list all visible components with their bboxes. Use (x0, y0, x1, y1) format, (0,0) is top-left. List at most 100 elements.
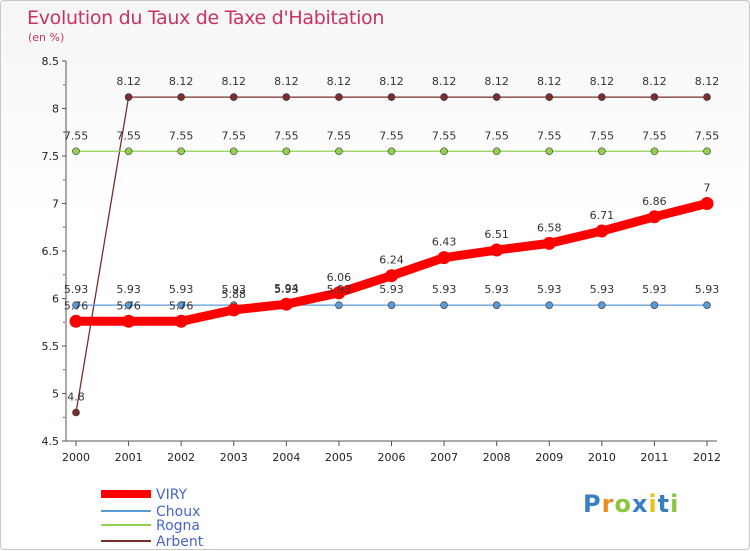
legend-label-viry: VIRY (156, 487, 188, 503)
data-label-rogna: 7.55 (327, 129, 352, 142)
data-point-choux (650, 301, 659, 309)
chart-axes: 4.5 5 5.5 6 6.5 7 7.5 8 8.5 2000 2001 2002 2003 2004 2… (42, 55, 722, 464)
data-label-viry: 7 (704, 182, 711, 195)
data-point-arbent (72, 408, 80, 417)
data-point-viry (700, 197, 714, 210)
x-tick-label: 2011 (640, 451, 668, 464)
legend-item-arbent[interactable]: Arbent (101, 534, 204, 550)
data-point-arbent (177, 93, 185, 101)
data-point-rogna (229, 147, 238, 156)
data-point-viry (279, 297, 293, 311)
legend-item-rogna[interactable]: Rogna (101, 518, 200, 534)
data-label-choux: 5.93 (116, 283, 141, 296)
logo-letter: r (601, 490, 615, 518)
logo-letter: x (631, 490, 649, 518)
data-label-choux: 5.93 (537, 283, 562, 296)
logo-letter: o (614, 490, 632, 518)
y-tick-label: 4.5 (42, 435, 60, 448)
data-point-viry (490, 243, 504, 257)
data-label-arbent: 8.12 (116, 75, 141, 88)
data-label-choux: 5.93 (484, 283, 509, 296)
data-point-viry (174, 314, 188, 328)
data-point-rogna (650, 147, 659, 156)
data-point-choux (177, 301, 185, 309)
y-tick-label: 8 (52, 103, 59, 116)
data-label-choux: 5.93 (590, 283, 615, 296)
chart-title: Evolution du Taux de Taxe d'Habitation (27, 7, 385, 29)
data-point-arbent (545, 93, 554, 101)
data-label-choux: 5.93 (327, 283, 352, 296)
data-point-arbent (335, 93, 343, 101)
data-label-rogna: 7.55 (590, 129, 615, 142)
y-tick-label: 8.5 (42, 55, 60, 68)
data-label-arbent: 8.12 (484, 75, 509, 88)
data-label-viry: 5.88 (222, 288, 247, 301)
data-point-viry (647, 210, 661, 224)
data-label-rogna: 7.55 (169, 129, 194, 142)
data-point-rogna (387, 147, 396, 156)
data-label-arbent: 8.12 (590, 75, 615, 88)
data-label-viry: 6.43 (432, 236, 457, 249)
y-tick-label: 7 (52, 198, 59, 211)
data-label-viry: 6.06 (327, 271, 352, 284)
chart-ylabel: (en %) (28, 31, 65, 44)
data-point-rogna (440, 147, 448, 156)
data-label-rogna: 7.55 (274, 129, 299, 142)
data-label-arbent: 8.12 (274, 75, 299, 88)
legend-item-choux[interactable]: Choux (101, 504, 200, 520)
data-label-rogna: 7.55 (537, 129, 562, 142)
logo-letter: t (657, 490, 671, 518)
data-label-viry: 6.86 (642, 195, 667, 208)
data-point-rogna (124, 147, 133, 156)
proxiti-logo: Proxiti (583, 490, 679, 518)
data-point-viry (227, 303, 241, 317)
legend-label-arbent: Arbent (156, 534, 204, 550)
data-point-rogna (72, 147, 80, 156)
data-point-viry (69, 314, 83, 328)
data-label-rogna: 7.55 (64, 129, 89, 142)
data-point-choux (703, 301, 711, 309)
data-label-rogna: 7.55 (484, 129, 509, 142)
x-tick-label: 2001 (115, 451, 143, 464)
data-point-viry (332, 286, 346, 300)
x-tick-label: 2004 (272, 451, 300, 464)
data-point-arbent (703, 93, 711, 101)
data-point-rogna (545, 147, 554, 156)
data-label-choux: 5.93 (169, 283, 194, 296)
data-point-choux (492, 301, 501, 309)
data-point-arbent (492, 93, 501, 101)
legend-item-viry[interactable]: VIRY (101, 487, 188, 503)
data-label-rogna: 7.55 (116, 129, 141, 142)
data-point-choux (440, 301, 448, 309)
data-point-arbent (124, 93, 133, 101)
logo-letter: P (583, 490, 602, 518)
y-tick-label: 7.5 (42, 150, 60, 163)
data-label-choux: 5.93 (274, 283, 299, 296)
data-point-viry (437, 251, 451, 265)
data-label-arbent: 4.8 (67, 391, 85, 404)
data-label-arbent: 8.12 (642, 75, 667, 88)
x-tick-label: 2007 (430, 451, 458, 464)
data-label-arbent: 8.12 (222, 75, 247, 88)
data-label-rogna: 7.55 (642, 129, 667, 142)
data-label-arbent: 8.12 (327, 75, 352, 88)
y-tick-label: 6 (52, 293, 59, 306)
data-point-arbent (650, 93, 659, 101)
data-label-arbent: 8.12 (537, 75, 562, 88)
data-point-choux (124, 301, 133, 309)
data-label-choux: 5.93 (695, 283, 720, 296)
data-point-rogna (335, 147, 343, 156)
logo-letter: i (648, 490, 658, 518)
data-label-choux: 5.93 (222, 283, 247, 296)
y-tick-label: 6.5 (42, 245, 60, 258)
x-tick-label: 2010 (588, 451, 616, 464)
data-label-rogna: 7.55 (222, 129, 247, 142)
data-label-choux: 5.93 (64, 283, 89, 296)
data-point-choux (598, 301, 606, 309)
data-label-viry: 6.51 (484, 228, 509, 241)
data-label-viry: 6.58 (537, 221, 562, 234)
data-label-choux: 5.93 (379, 283, 404, 296)
x-tick-label: 2000 (62, 451, 90, 464)
x-tick-label: 2005 (325, 451, 353, 464)
